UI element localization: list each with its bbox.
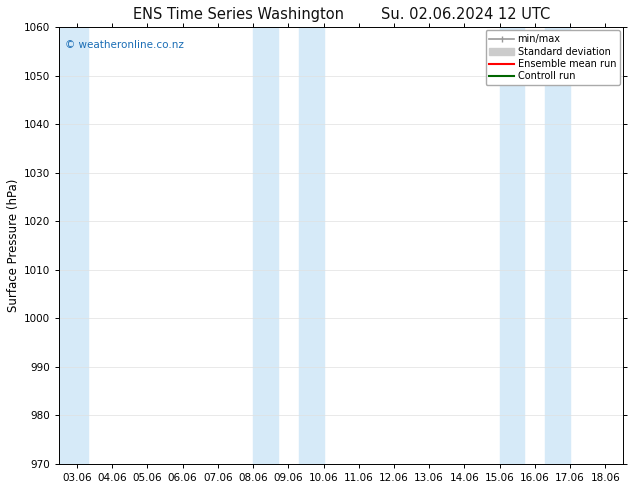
Y-axis label: Surface Pressure (hPa): Surface Pressure (hPa) [7, 179, 20, 312]
Bar [545, 27, 570, 464]
Bar [253, 27, 278, 464]
Text: © weatheronline.co.nz: © weatheronline.co.nz [65, 40, 184, 50]
Bar [299, 27, 323, 464]
Title: ENS Time Series Washington        Su. 02.06.2024 12 UTC: ENS Time Series Washington Su. 02.06.202… [133, 7, 550, 22]
Legend: min/max, Standard deviation, Ensemble mean run, Controll run: min/max, Standard deviation, Ensemble me… [486, 30, 620, 85]
Bar [60, 27, 87, 464]
Bar [500, 27, 524, 464]
